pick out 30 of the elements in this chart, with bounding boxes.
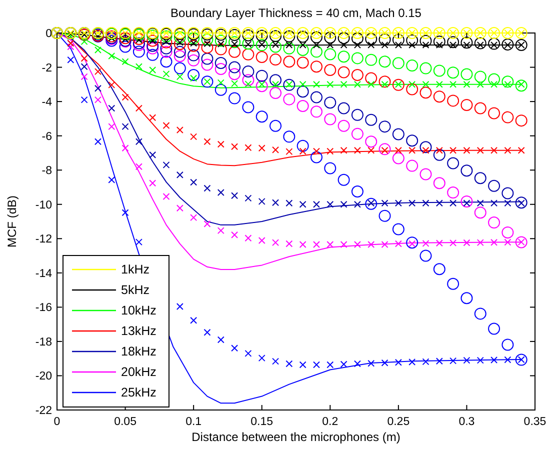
legend-label: 20kHz xyxy=(121,365,156,379)
y-tick-label: -16 xyxy=(35,302,52,314)
y-tick-label: -6 xyxy=(42,130,52,143)
y-tick-label: -4 xyxy=(42,96,53,109)
y-tick-label: -14 xyxy=(35,268,53,280)
x-tick-label: 0.2 xyxy=(322,416,338,428)
x-axis-title: Distance between the microphones (m) xyxy=(192,430,400,444)
legend-label: 10kHz xyxy=(121,304,156,318)
x-tick-label: 0 xyxy=(54,416,60,428)
y-tick-label: 0 xyxy=(46,28,52,40)
legend-label: 18kHz xyxy=(121,344,156,358)
x-tick-label: 0.1 xyxy=(186,416,202,428)
y-tick-label: -18 xyxy=(35,336,52,348)
y-tick-label: -20 xyxy=(35,370,52,383)
x-tick-label: 0.35 xyxy=(524,416,546,428)
legend-label: 13kHz xyxy=(121,324,156,338)
y-tick-label: -10 xyxy=(35,199,52,212)
legend-label: 5kHz xyxy=(121,283,150,297)
y-tick-label: -22 xyxy=(35,405,52,417)
legend-label: 25kHz xyxy=(121,386,156,400)
chart-title: Boundary Layer Thickness = 40 cm, Mach 0.15 xyxy=(170,6,422,20)
y-axis-title: MCF (dB) xyxy=(5,196,19,248)
y-tick-label: -12 xyxy=(35,234,52,246)
x-tick-label: 0.3 xyxy=(458,416,475,428)
x-tick-label: 0.25 xyxy=(387,416,410,428)
legend-label: 1kHz xyxy=(121,262,150,276)
y-tick-label: -8 xyxy=(42,165,52,178)
x-tick-label: 0.15 xyxy=(250,416,274,428)
x-tick-label: 0.05 xyxy=(114,416,136,428)
y-tick-label: -2 xyxy=(42,62,52,74)
